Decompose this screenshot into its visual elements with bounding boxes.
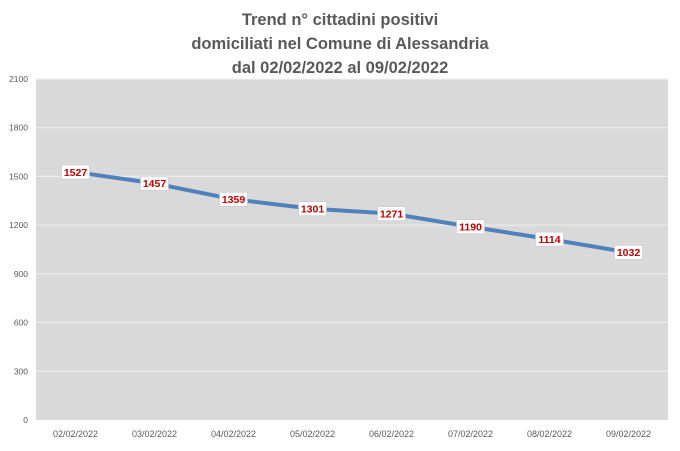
- data-label-box: [377, 206, 406, 221]
- data-label-box: [61, 164, 90, 180]
- data-label-box: [535, 231, 564, 247]
- y-tick-label: 1800: [9, 123, 28, 133]
- chart-title: Trend n° cittadini positivi domiciliati …: [0, 8, 680, 80]
- x-tick-label: 02/02/2022: [53, 429, 98, 439]
- data-label: 1359: [219, 192, 248, 207]
- x-tick-label: 06/02/2022: [369, 429, 414, 439]
- data-label: 1301: [298, 201, 327, 216]
- y-tick-label: 0: [23, 415, 28, 425]
- data-label-text: 1114: [538, 234, 560, 246]
- data-label-box: [219, 192, 248, 207]
- x-axis: 02/02/2022 03/02/2022 04/02/2022 05/02/2022…: [53, 429, 651, 439]
- y-axis: 0 300 600 900 1200 1500 1800 2100: [9, 74, 28, 425]
- data-label-text: 1301: [301, 204, 325, 216]
- data-label-box: [140, 176, 169, 191]
- x-tick-label: 05/02/2022: [290, 429, 335, 439]
- chart-title-line-2: domiciliati nel Comune di Alessandria: [191, 35, 489, 53]
- data-label: 1032: [614, 245, 643, 260]
- y-tick-label: 600: [14, 318, 28, 328]
- chart-title-line-1: Trend n° cittadini positivi: [241, 11, 439, 29]
- x-tick-label: 09/02/2022: [606, 429, 651, 439]
- data-label: 1457: [140, 176, 169, 191]
- data-label: 1527: [61, 164, 90, 180]
- data-label: 1114: [535, 231, 564, 247]
- x-tick-label: 07/02/2022: [448, 429, 493, 439]
- data-label-box: [614, 245, 643, 260]
- chart-title-line-3: dal 02/02/2022 al 09/02/2022: [231, 59, 449, 77]
- data-label-text: 1359: [222, 194, 246, 206]
- data-label-text: 1271: [380, 208, 404, 220]
- gridlines: [36, 78, 668, 372]
- data-label-box: [456, 219, 485, 235]
- data-label-text: 1190: [459, 222, 482, 234]
- data-labels: 1527 1457 1359 1301 1271 1190 1114 1032: [61, 164, 643, 260]
- y-tick-label: 2100: [9, 74, 28, 84]
- data-label: 1190: [456, 219, 485, 235]
- data-label-box: [298, 201, 327, 216]
- y-tick-label: 1200: [9, 220, 28, 230]
- data-label-text: 1032: [617, 247, 641, 259]
- x-tick-label: 03/02/2022: [132, 429, 177, 439]
- data-label-text: 1527: [64, 167, 88, 179]
- plot-area: [36, 79, 668, 420]
- y-tick-label: 300: [14, 366, 28, 376]
- y-tick-label: 1500: [9, 171, 28, 181]
- x-tick-label: 08/02/2022: [527, 429, 572, 439]
- data-label: 1271: [377, 206, 406, 221]
- y-tick-label: 900: [14, 269, 28, 279]
- x-tick-label: 04/02/2022: [211, 429, 256, 439]
- data-label-text: 1457: [143, 178, 167, 190]
